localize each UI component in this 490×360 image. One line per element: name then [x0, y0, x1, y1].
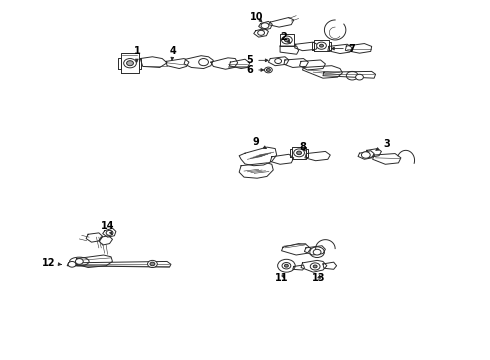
Text: 12: 12	[43, 258, 62, 268]
Polygon shape	[329, 42, 331, 50]
Polygon shape	[166, 59, 189, 68]
Circle shape	[150, 262, 155, 266]
Circle shape	[346, 71, 358, 80]
Text: 10: 10	[250, 12, 264, 22]
Polygon shape	[304, 246, 325, 255]
Polygon shape	[280, 33, 294, 46]
Polygon shape	[270, 154, 294, 164]
Polygon shape	[294, 42, 318, 51]
Polygon shape	[358, 151, 374, 159]
Polygon shape	[211, 58, 238, 69]
Circle shape	[282, 36, 292, 44]
Text: 9: 9	[253, 137, 266, 149]
Circle shape	[68, 261, 76, 267]
Polygon shape	[118, 58, 121, 68]
Polygon shape	[345, 44, 372, 53]
Circle shape	[294, 149, 304, 157]
Text: 3: 3	[376, 139, 390, 150]
Ellipse shape	[70, 257, 89, 266]
Text: 11: 11	[275, 273, 288, 283]
Circle shape	[310, 247, 324, 257]
Polygon shape	[269, 18, 294, 27]
Text: 14: 14	[101, 221, 114, 235]
Polygon shape	[323, 71, 375, 78]
Polygon shape	[86, 233, 103, 242]
Text: 5: 5	[246, 55, 268, 65]
Polygon shape	[314, 40, 329, 51]
Polygon shape	[269, 57, 289, 66]
Polygon shape	[312, 42, 314, 50]
Circle shape	[313, 249, 321, 255]
Polygon shape	[282, 244, 311, 255]
Text: 7: 7	[332, 44, 356, 54]
Text: 1: 1	[133, 46, 140, 62]
Polygon shape	[373, 154, 401, 164]
Polygon shape	[292, 147, 306, 158]
Polygon shape	[239, 147, 277, 166]
Circle shape	[285, 264, 288, 267]
Circle shape	[75, 258, 83, 264]
Polygon shape	[280, 46, 298, 54]
Polygon shape	[366, 149, 381, 157]
Text: 8: 8	[299, 142, 306, 152]
Polygon shape	[284, 59, 308, 67]
Circle shape	[258, 30, 265, 35]
Circle shape	[282, 262, 291, 269]
Text: 13: 13	[312, 273, 326, 283]
Circle shape	[317, 42, 326, 49]
Circle shape	[310, 263, 320, 270]
Polygon shape	[121, 53, 139, 73]
Circle shape	[267, 68, 270, 71]
Circle shape	[278, 259, 295, 272]
Circle shape	[362, 152, 370, 158]
Polygon shape	[184, 56, 213, 68]
Polygon shape	[290, 149, 292, 157]
Text: 2: 2	[281, 32, 290, 43]
Polygon shape	[239, 163, 273, 178]
Circle shape	[147, 260, 157, 267]
Circle shape	[285, 38, 289, 42]
Polygon shape	[229, 59, 250, 68]
Polygon shape	[259, 21, 272, 30]
Polygon shape	[103, 228, 116, 237]
Circle shape	[123, 59, 136, 68]
Circle shape	[275, 59, 282, 64]
Polygon shape	[99, 236, 113, 245]
Polygon shape	[306, 149, 308, 157]
Circle shape	[261, 23, 269, 28]
Polygon shape	[323, 262, 337, 269]
Circle shape	[106, 230, 113, 235]
Polygon shape	[293, 265, 304, 270]
Circle shape	[313, 265, 317, 268]
Circle shape	[126, 61, 133, 66]
Circle shape	[199, 59, 208, 66]
Polygon shape	[328, 44, 352, 54]
Polygon shape	[75, 255, 113, 267]
Circle shape	[265, 67, 272, 73]
Polygon shape	[301, 260, 327, 272]
Circle shape	[296, 151, 301, 155]
Text: 6: 6	[246, 65, 264, 75]
Polygon shape	[299, 60, 325, 70]
Polygon shape	[302, 66, 343, 78]
Text: 4: 4	[170, 46, 176, 60]
Polygon shape	[140, 57, 167, 67]
Polygon shape	[67, 261, 171, 267]
Circle shape	[356, 74, 364, 80]
Circle shape	[319, 44, 323, 47]
Polygon shape	[305, 152, 330, 161]
Polygon shape	[254, 28, 269, 37]
Polygon shape	[139, 58, 141, 68]
